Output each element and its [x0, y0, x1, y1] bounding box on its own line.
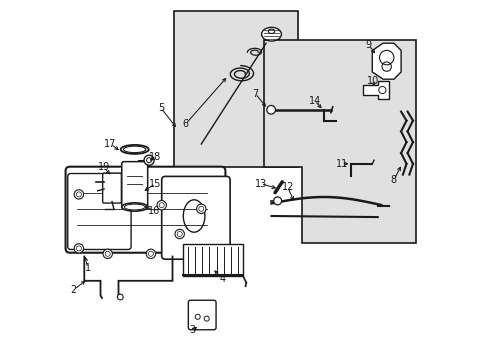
FancyBboxPatch shape — [102, 173, 121, 203]
FancyBboxPatch shape — [68, 174, 131, 249]
Ellipse shape — [121, 145, 148, 154]
Text: 7: 7 — [252, 89, 258, 99]
Circle shape — [157, 201, 166, 210]
Text: 17: 17 — [104, 139, 117, 149]
Text: 19: 19 — [98, 162, 110, 172]
Text: 10: 10 — [366, 76, 378, 86]
Text: 5: 5 — [158, 103, 164, 113]
FancyBboxPatch shape — [122, 162, 147, 207]
PathPatch shape — [264, 40, 415, 243]
Text: 4: 4 — [220, 274, 225, 284]
Text: 8: 8 — [390, 175, 396, 185]
Text: 12: 12 — [281, 182, 293, 192]
FancyBboxPatch shape — [182, 244, 243, 276]
Text: 15: 15 — [149, 179, 162, 189]
Circle shape — [74, 244, 83, 253]
Bar — [174, 11, 298, 167]
Text: 18: 18 — [149, 152, 161, 162]
PathPatch shape — [363, 81, 387, 99]
Circle shape — [196, 204, 205, 213]
FancyBboxPatch shape — [188, 300, 216, 330]
Text: 2: 2 — [70, 285, 77, 295]
PathPatch shape — [371, 43, 400, 79]
FancyBboxPatch shape — [162, 176, 230, 259]
Text: 3: 3 — [189, 325, 195, 336]
Text: 11: 11 — [335, 159, 347, 169]
Circle shape — [175, 229, 184, 239]
Circle shape — [146, 249, 155, 258]
Ellipse shape — [261, 27, 281, 41]
Circle shape — [103, 179, 112, 188]
Circle shape — [117, 294, 123, 300]
Circle shape — [144, 155, 154, 165]
Text: 6: 6 — [182, 119, 188, 129]
Text: 14: 14 — [308, 96, 320, 106]
FancyBboxPatch shape — [65, 167, 225, 253]
Circle shape — [74, 190, 83, 199]
Circle shape — [273, 197, 281, 205]
Text: 16: 16 — [147, 206, 160, 216]
Text: 1: 1 — [84, 263, 91, 273]
Ellipse shape — [122, 203, 147, 211]
Text: 9: 9 — [365, 40, 371, 50]
Circle shape — [103, 249, 112, 258]
Circle shape — [266, 105, 275, 114]
Text: 13: 13 — [254, 179, 266, 189]
